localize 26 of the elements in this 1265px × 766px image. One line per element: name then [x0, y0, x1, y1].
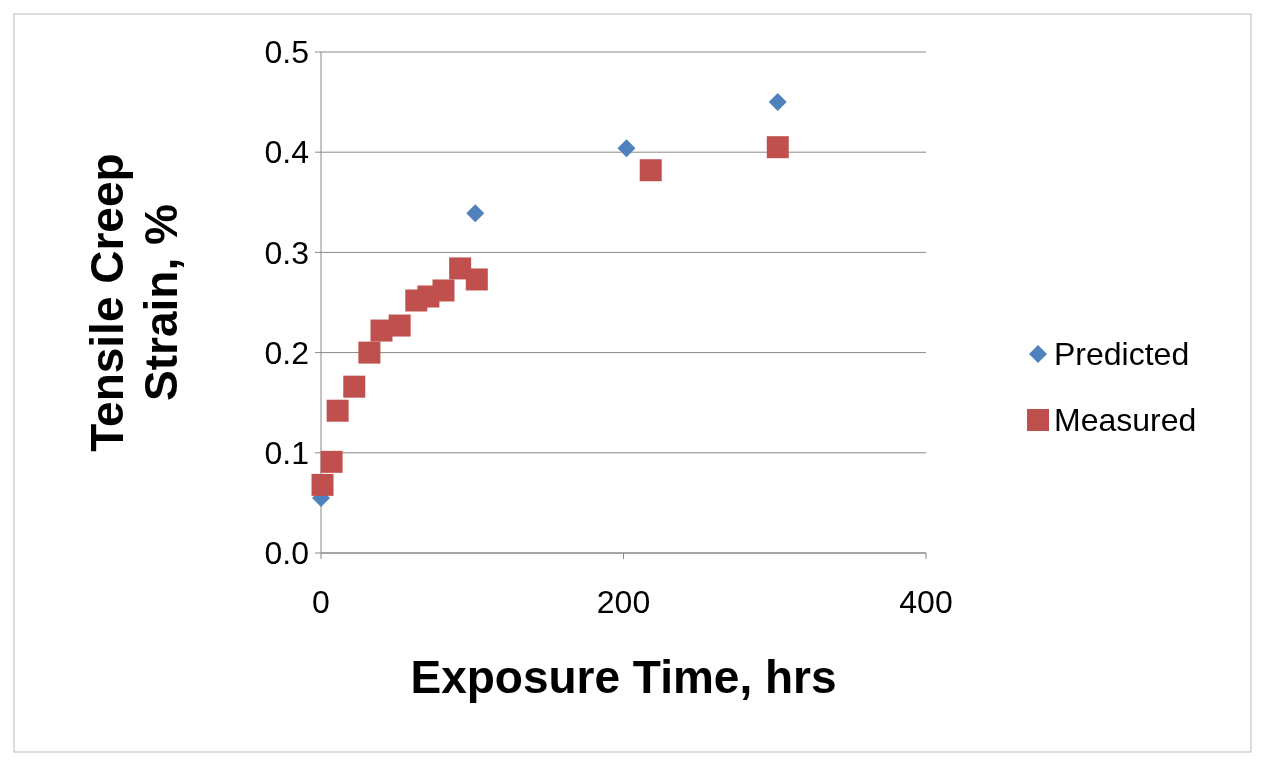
point — [343, 375, 366, 398]
legend-label: Measured — [1054, 402, 1197, 439]
y-tick-label: 0.0 — [264, 535, 309, 572]
x-axis-title: Exposure Time, hrs — [410, 651, 837, 703]
legend-label: Predicted — [1054, 336, 1190, 373]
y-tick-label: 0.2 — [264, 334, 309, 371]
y-tick-label: 0.5 — [264, 34, 309, 71]
point — [766, 136, 789, 159]
point — [311, 473, 334, 496]
x-tick-label: 200 — [596, 584, 651, 620]
point — [358, 341, 381, 364]
point — [768, 93, 787, 112]
point — [326, 399, 349, 422]
y-axis-title: Tensile Creep Strain, % — [81, 153, 187, 452]
y-tick-label: 0.3 — [264, 234, 309, 271]
point — [320, 450, 343, 473]
point — [466, 204, 485, 223]
point — [639, 159, 662, 182]
point — [465, 268, 488, 291]
point — [432, 279, 455, 302]
point — [617, 139, 636, 158]
point — [388, 314, 411, 337]
y-tick-label: 0.4 — [264, 134, 309, 171]
x-tick-label: 400 — [899, 584, 953, 620]
x-tick-label: 0 — [312, 584, 330, 620]
y-tick-label: 0.1 — [264, 435, 309, 471]
